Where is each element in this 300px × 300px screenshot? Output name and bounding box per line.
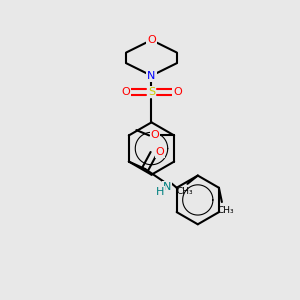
Text: O: O [121,87,130,97]
Text: H: H [156,187,164,197]
Text: O: O [147,35,156,45]
Text: N: N [163,182,171,192]
Text: S: S [148,87,155,97]
Text: CH₃: CH₃ [177,188,193,196]
Text: O: O [173,87,182,97]
Text: N: N [147,71,156,81]
Text: CH₃: CH₃ [217,206,234,214]
Text: O: O [156,147,164,157]
Text: O: O [151,130,160,140]
